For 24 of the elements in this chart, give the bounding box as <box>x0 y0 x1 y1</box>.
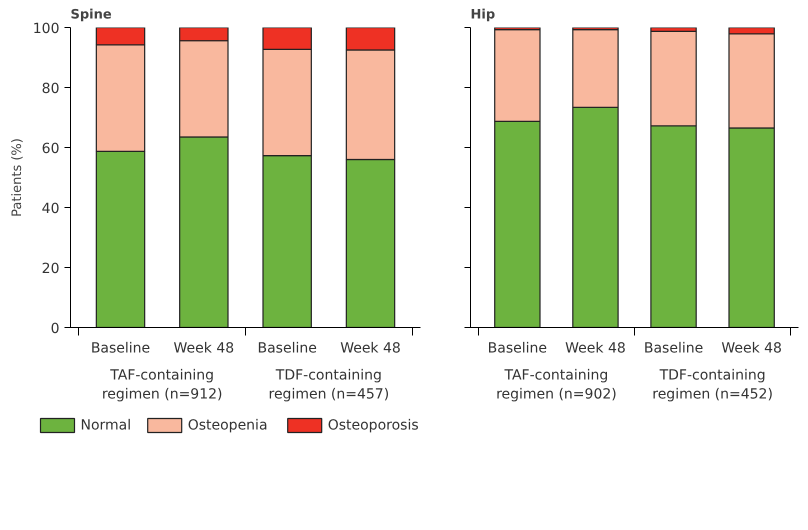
text: TDF-containing regimen (n=457) <box>268 368 390 403</box>
x-tick-label: Week 48 <box>174 340 234 356</box>
legend-label: Osteoporosis <box>328 418 419 434</box>
chart-title: Hip <box>470 8 496 22</box>
x-tick-label: Baseline <box>90 340 150 356</box>
text: TDF-containing regimen (n=452) <box>652 368 773 403</box>
x-tick-label: Week 48 <box>340 340 401 356</box>
y-tick-label: 20 <box>42 261 60 277</box>
legend-label: Osteopenia <box>188 418 268 434</box>
y-tick-label: 80 <box>42 81 60 97</box>
y-tick-label: 0 <box>50 321 60 337</box>
legend-label: Normal <box>80 418 132 434</box>
y-tick-label: 100 <box>32 21 60 37</box>
x-tick-label: Week 48 <box>565 340 626 356</box>
y-tick-label: 60 <box>42 141 60 157</box>
x-tick-label: Week 48 <box>721 340 782 356</box>
x-tick-label: Baseline <box>488 340 548 356</box>
text: TAF-containing regimen (n=912) <box>102 368 223 403</box>
x-tick-label: Baseline <box>644 340 704 356</box>
y-axis-title: Patients (%) <box>10 138 25 217</box>
y-tick-label: 40 <box>42 201 60 217</box>
chart-title: Spine <box>70 8 112 22</box>
text: TAF-containing regimen (n=902) <box>496 368 617 403</box>
x-tick-label: Baseline <box>257 340 317 356</box>
